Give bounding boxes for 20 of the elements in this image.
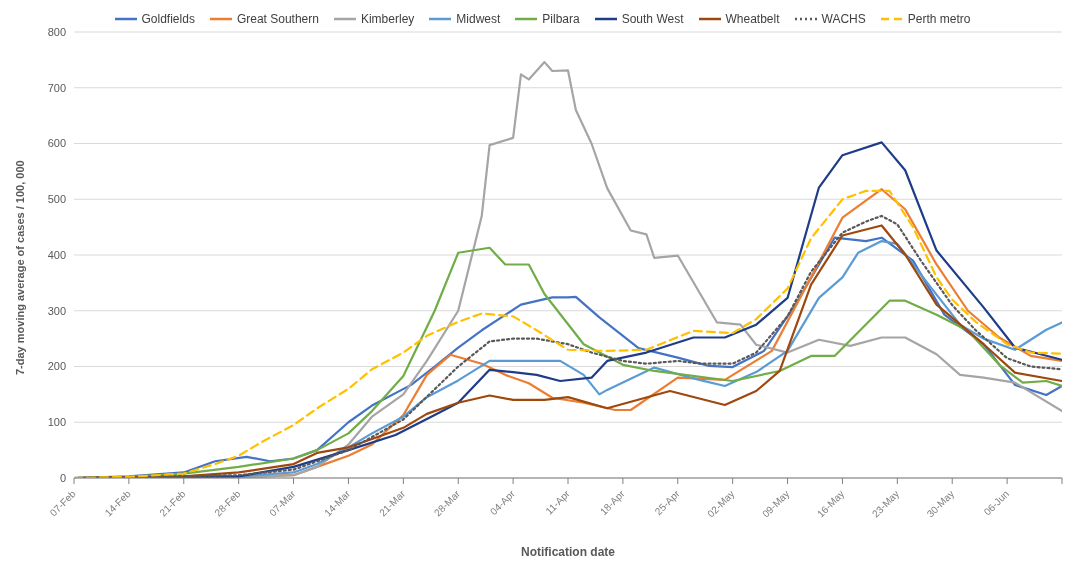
legend-label: South West	[621, 12, 684, 26]
y-tick-label: 200	[47, 360, 66, 373]
legend-label: Pilbara	[542, 12, 580, 26]
y-tick-label: 100	[47, 416, 66, 429]
legend-label: Kimberley	[360, 12, 415, 26]
x-axis-title: Notification date	[520, 545, 616, 559]
legend-label: WACHS	[821, 12, 866, 26]
legend-label: Perth metro	[907, 12, 971, 26]
y-tick-label: 700	[47, 81, 66, 94]
legend-label: Great Southern	[236, 12, 319, 26]
y-tick-label: 400	[47, 248, 66, 261]
y-tick-label: 800	[47, 25, 66, 38]
legend-label: Midwest	[456, 12, 501, 26]
legend-label: Wheatbelt	[725, 12, 780, 26]
y-tick-label: 300	[47, 304, 66, 317]
y-tick-label: 500	[47, 193, 66, 206]
legend-label: Goldfields	[141, 12, 195, 26]
y-tick-label: 600	[47, 137, 66, 150]
y-tick-label: 0	[59, 471, 66, 484]
y-axis-title: 7-day moving average of cases / 100, 000	[13, 160, 26, 375]
